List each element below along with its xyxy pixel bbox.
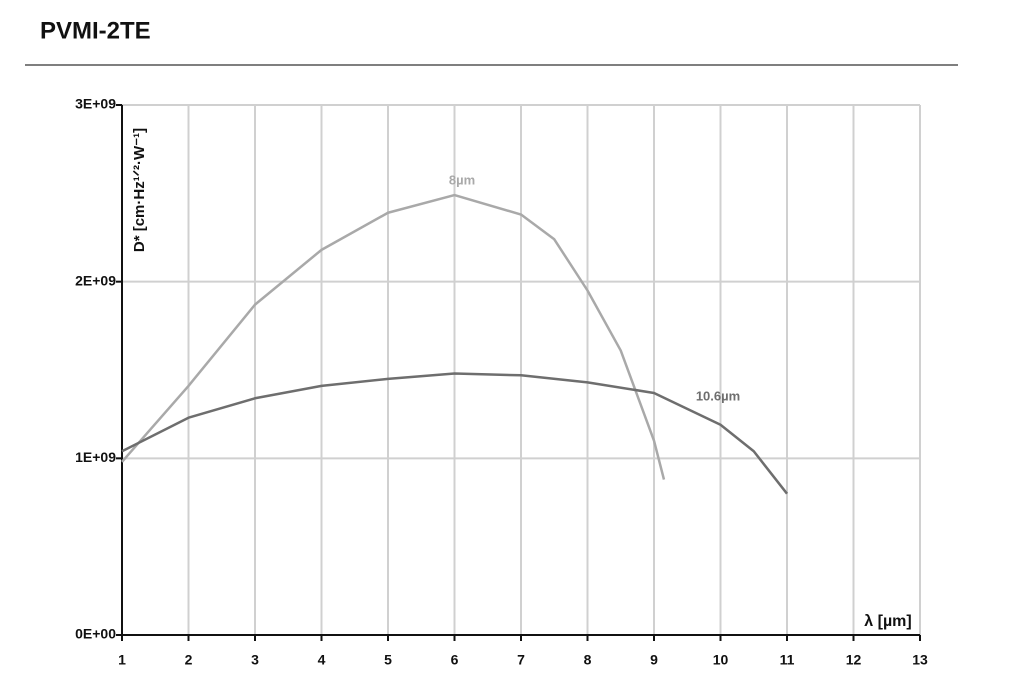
x-tick-label: 8	[584, 652, 592, 668]
x-tick-label: 3	[251, 652, 259, 668]
x-axis-label: λ [µm]	[864, 613, 911, 630]
x-tick-label: 2	[185, 652, 193, 668]
x-tick-label: 1	[118, 652, 126, 668]
series-label: 10.6µm	[696, 388, 740, 403]
x-tick-label: 5	[384, 652, 392, 668]
x-tick-label: 11	[780, 652, 795, 668]
line-series	[121, 372, 788, 495]
x-tick-label: 4	[318, 652, 326, 668]
x-tick-label: 9	[650, 652, 658, 668]
y-tick-label: 2E+09	[75, 272, 116, 288]
x-tick-label: 7	[517, 652, 525, 668]
line-series	[121, 193, 666, 480]
x-tick-label: 6	[451, 652, 459, 668]
y-tick-label: 0E+00	[75, 626, 116, 642]
y-tick-label: 3E+09	[75, 96, 116, 112]
page-title: PVMI-2TE	[40, 17, 151, 44]
x-tick-label: 13	[912, 652, 928, 668]
y-axis-label: D* [cm·Hz¹ᐟ²·W⁻¹]	[131, 128, 148, 252]
x-tick-label: 12	[846, 652, 862, 668]
y-tick-label: 1E+09	[75, 449, 116, 465]
x-tick-label: 10	[713, 652, 729, 668]
series-label: 8µm	[449, 172, 475, 187]
